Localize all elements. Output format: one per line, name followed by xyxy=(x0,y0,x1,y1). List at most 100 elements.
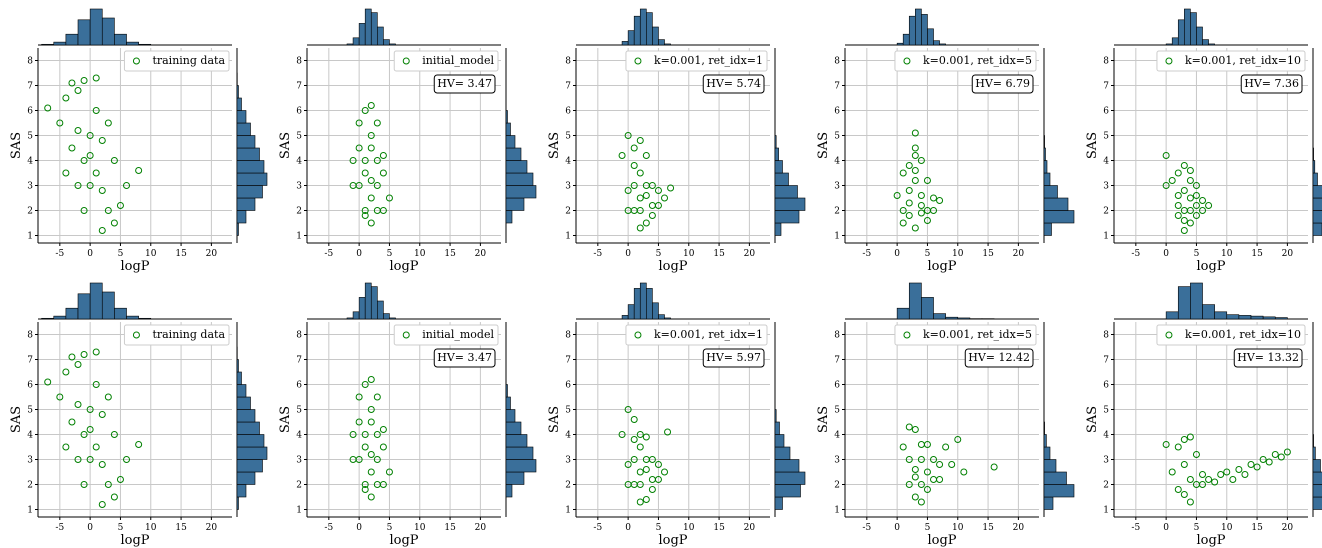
point xyxy=(80,77,88,84)
point xyxy=(1192,451,1200,458)
point xyxy=(92,74,100,82)
x-tick-label: 15 xyxy=(444,523,456,533)
point xyxy=(349,456,357,463)
legend-marker xyxy=(634,331,642,339)
x-axis-label: logP xyxy=(389,259,418,274)
point xyxy=(648,212,656,219)
hist-bar xyxy=(1171,37,1179,46)
hist-bar xyxy=(902,33,910,46)
legend-marker xyxy=(1165,331,1173,339)
x-tick-label: 20 xyxy=(1282,249,1294,259)
hist-bar xyxy=(1165,43,1173,46)
point xyxy=(642,466,650,473)
hist-bar xyxy=(114,307,127,320)
point xyxy=(930,194,938,202)
y-tick-label: 1 xyxy=(565,232,571,242)
hist-bar xyxy=(383,313,390,320)
point xyxy=(667,184,675,192)
hist-bar xyxy=(236,409,256,423)
point xyxy=(361,481,369,488)
point xyxy=(636,207,644,214)
panel: -5 0 5 10 15 20 1 2 3 4 5 6 7 8 logP SAS initial_model HV… xyxy=(278,8,537,274)
hist-bar xyxy=(101,17,115,46)
point xyxy=(911,144,919,152)
y-tick-label: 4 xyxy=(296,431,302,441)
x-tick-label: 0 xyxy=(87,249,93,259)
hist-bar xyxy=(236,434,265,448)
x-tick-label: 5 xyxy=(1194,523,1200,533)
legend-box xyxy=(1156,50,1306,72)
x-tick-label: -5 xyxy=(593,523,602,533)
point xyxy=(92,348,100,356)
point xyxy=(104,207,112,214)
hist-bar xyxy=(236,446,268,460)
hist-bar xyxy=(633,15,641,46)
y-tick-label: 6 xyxy=(296,381,302,391)
point xyxy=(367,468,375,476)
point xyxy=(1162,182,1170,189)
point xyxy=(349,157,357,164)
hist-bar xyxy=(896,307,910,320)
y-tick-label: 5 xyxy=(27,132,33,142)
point xyxy=(86,132,94,139)
legend-marker xyxy=(634,57,642,65)
hist-bar xyxy=(236,122,251,136)
y-tick-label: 8 xyxy=(27,331,33,341)
hist-bar xyxy=(505,210,513,224)
hist-bar xyxy=(933,40,940,46)
point xyxy=(923,468,931,476)
y-tick-label: 8 xyxy=(1103,57,1109,67)
legend-marker xyxy=(903,331,911,339)
hist-bar xyxy=(774,421,780,435)
y-tick-label: 4 xyxy=(565,431,571,441)
annotation-box xyxy=(433,74,496,94)
y-tick-label: 1 xyxy=(296,506,302,516)
hist-bar xyxy=(621,41,629,46)
hist-bar xyxy=(1262,316,1276,320)
point xyxy=(116,476,124,483)
hist-bar xyxy=(505,409,516,423)
point xyxy=(654,202,662,209)
hist-bar xyxy=(1250,315,1264,320)
x-tick-label: 15 xyxy=(444,249,456,259)
hist-bar xyxy=(921,14,928,46)
hist-bar xyxy=(346,43,354,46)
panel: -5 0 5 10 15 20 1 2 3 4 5 6 7 8 logP SAS k=0.001, ret_id… xyxy=(547,8,806,274)
x-tick-label: 0 xyxy=(894,249,900,259)
x-tick-label: 15 xyxy=(982,249,994,259)
hist-bar xyxy=(664,317,671,320)
hist-bar xyxy=(1226,314,1240,320)
annotation: HV= 13.32 xyxy=(1237,351,1299,364)
point xyxy=(1168,177,1176,184)
point xyxy=(1174,443,1182,451)
point xyxy=(355,144,363,152)
y-tick-label: 3 xyxy=(834,456,840,466)
point xyxy=(911,426,919,433)
point xyxy=(86,426,94,433)
point xyxy=(1229,476,1237,483)
point xyxy=(1174,202,1182,209)
point xyxy=(1174,192,1182,199)
hist-bar xyxy=(1177,19,1185,46)
annotation-box xyxy=(433,348,496,368)
point xyxy=(367,194,375,202)
y-tick-label: 2 xyxy=(296,481,302,491)
point xyxy=(98,187,106,194)
hist-bar xyxy=(236,110,247,124)
point xyxy=(373,393,381,401)
hist-bar xyxy=(1043,484,1075,498)
point xyxy=(1186,207,1194,214)
legend-label: k=0.001, ret_idx=5 xyxy=(923,328,1032,341)
hist-bar xyxy=(236,359,239,373)
hist-bar xyxy=(1312,446,1316,460)
y-tick-label: 8 xyxy=(834,57,840,67)
hist-bar xyxy=(236,471,256,485)
point xyxy=(954,436,962,443)
legend-marker xyxy=(903,57,911,65)
point xyxy=(116,202,124,209)
point xyxy=(905,423,913,431)
point xyxy=(1186,177,1194,184)
annotation-box xyxy=(964,348,1034,368)
hist-bar xyxy=(774,172,789,186)
